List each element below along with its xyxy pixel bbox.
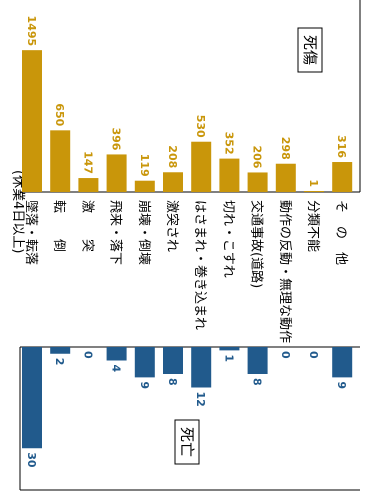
fatal-series-label: 死亡 [178, 427, 196, 457]
category-label: 交通事故(道路) [249, 200, 265, 288]
injury-bar [50, 130, 71, 192]
category-label: 墜落・転落 [23, 200, 39, 265]
injury-value-label: 206 [251, 145, 264, 168]
fatal-value-label: 30 [25, 452, 38, 468]
fatal-bar [191, 347, 212, 388]
category-label: はさまれ・巻き込まれ [192, 200, 207, 330]
category-label: 転 倒 [51, 200, 66, 252]
injury-bar [78, 178, 99, 192]
injury-bar [22, 50, 42, 192]
fatal-bar [134, 347, 155, 378]
bars-layer [22, 50, 353, 449]
injury-bar [247, 172, 268, 192]
category-label: 動作の反動・無理な動作 [277, 200, 292, 343]
fatal-series-box: 死亡 [174, 419, 200, 465]
injury-bar [332, 162, 353, 192]
fatal-bar [22, 347, 42, 449]
fatal-value-label: 0 [81, 351, 94, 359]
fatal-value-label: 1 [222, 354, 235, 362]
category-labels-layer: 墜落・転落転 倒激 突飛来・落下 崩壊・倒壊 激突され はさまれ・巻き込まれ 切れ・こす… [23, 200, 348, 343]
injury-series-box: 死傷 [297, 27, 323, 73]
fatal-value-label: 4 [110, 365, 123, 373]
injury-value-label: 1 [307, 179, 320, 187]
fatal-value-label: 8 [166, 378, 179, 386]
injury-value-label: 316 [335, 135, 348, 158]
category-label: 激 突 [79, 200, 95, 252]
injury-value-label: 530 [194, 115, 207, 138]
injury-bar [106, 154, 127, 192]
fatal-value-label: 2 [53, 358, 66, 366]
value-labels-layer: 1495 30 650 2 147 0 396 4 119 9 208 8 530 12 352 1 206 8 2… [25, 16, 348, 468]
fatal-value-label: 8 [251, 378, 264, 386]
injury-bar [191, 141, 212, 192]
category-label: そ の 他 [333, 200, 348, 265]
injury-series-label: 死傷 [301, 35, 319, 65]
fatal-value-label: 12 [194, 392, 207, 407]
category-label: 切れ・こすれ [220, 200, 235, 278]
fatal-bar [50, 347, 71, 354]
injury-value-label: 1495 [25, 16, 38, 47]
injury-value-label: 147 [81, 151, 94, 174]
fatal-value-label: 9 [138, 381, 151, 389]
injury-value-label: 352 [222, 132, 235, 155]
category-label: 激突され [164, 200, 180, 252]
category-label: 崩壊・倒壊 [136, 200, 151, 265]
injury-bar [304, 191, 324, 192]
fatal-value-label: 0 [307, 351, 320, 359]
injury-bar [275, 163, 296, 192]
fatal-bar [163, 347, 183, 374]
injury-value-label: 119 [138, 154, 151, 177]
injury-bar [219, 158, 240, 192]
category-label: 分類不能 [305, 200, 320, 252]
injury-value-label: 396 [110, 127, 123, 150]
injury-bar [163, 172, 183, 192]
injury-bar [134, 180, 155, 192]
injury-value-label: 208 [166, 145, 179, 168]
fatal-bar [106, 347, 127, 361]
category-label: 飛来・落下 [108, 200, 123, 265]
fatal-bar [247, 347, 268, 374]
fatal-value-label: 0 [279, 351, 292, 359]
injury-value-label: 298 [279, 137, 292, 160]
injury-value-label: 650 [53, 103, 66, 126]
fatal-bar [219, 347, 240, 351]
fatal-value-label: 9 [335, 381, 348, 389]
fatal-bar [332, 347, 353, 378]
